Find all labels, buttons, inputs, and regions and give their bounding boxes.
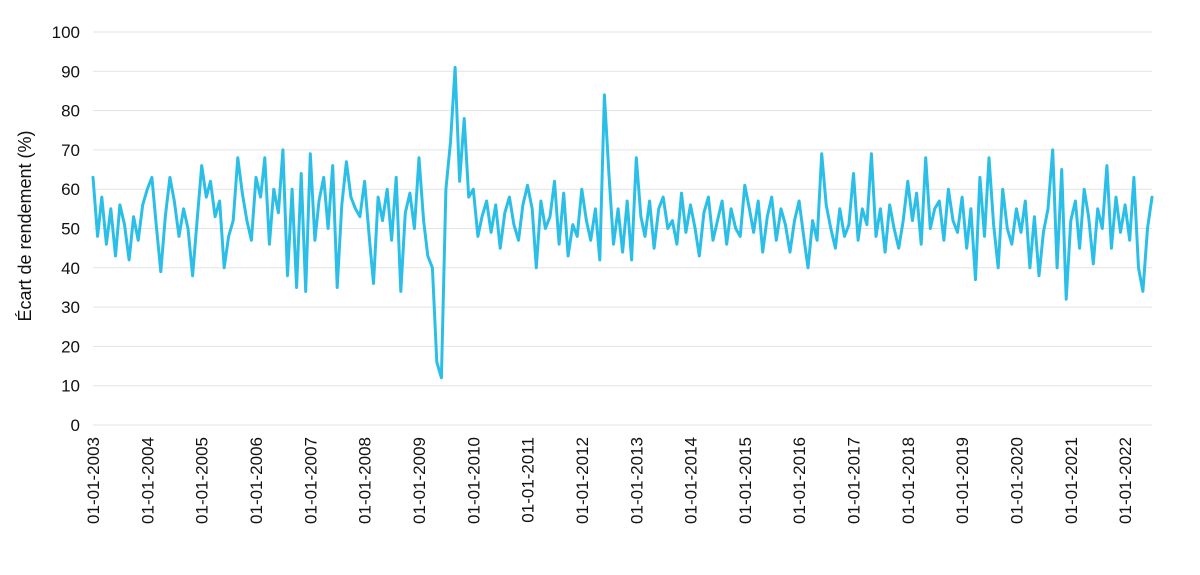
x-tick-label: 01-01-2017 — [845, 437, 864, 524]
x-tick-label: 01-01-2007 — [301, 437, 320, 524]
x-tick-label: 01-01-2009 — [410, 437, 429, 524]
y-axis-title: Écart de rendement (%) — [15, 130, 35, 321]
x-tick-label: 01-01-2021 — [1062, 437, 1081, 524]
x-tick-label: 01-01-2005 — [193, 437, 212, 524]
x-tick-label: 01-01-2022 — [1116, 437, 1135, 524]
x-tick-label: 01-01-2010 — [464, 437, 483, 524]
x-tick-label: 01-01-2020 — [1007, 437, 1026, 524]
x-tick-label: 01-01-2008 — [356, 437, 375, 524]
y-tick-label: 90 — [61, 62, 80, 81]
x-tick-label: 01-01-2014 — [682, 437, 701, 524]
x-tick-label: 01-01-2011 — [519, 437, 538, 523]
x-tick-label: 01-01-2004 — [138, 437, 157, 524]
y-tick-label: 50 — [61, 220, 80, 239]
y-tick-label: 40 — [61, 259, 80, 278]
y-tick-label: 0 — [71, 416, 80, 435]
y-axis-tick-labels: 0 10 20 30 40 50 60 70 80 90 100 — [52, 23, 80, 435]
x-tick-label: 01-01-2016 — [790, 437, 809, 524]
x-tick-label: 01-01-2012 — [573, 437, 592, 524]
y-tick-label: 100 — [52, 23, 80, 42]
y-tick-label: 10 — [61, 377, 80, 396]
x-tick-label: 01-01-2019 — [953, 437, 972, 524]
y-tick-label: 80 — [61, 102, 80, 121]
y-tick-label: 60 — [61, 180, 80, 199]
x-tick-label: 01-01-2018 — [899, 437, 918, 524]
series-group — [91, 65, 1154, 380]
y-tick-label: 20 — [61, 337, 80, 356]
y-tick-label: 70 — [61, 141, 80, 160]
x-tick-label: 01-01-2006 — [247, 437, 266, 524]
x-axis-tick-labels: 01-01-2003 01-01-2004 01-01-2005 01-01-2006… — [84, 437, 1135, 524]
x-tick-label: 01-01-2003 — [84, 437, 103, 524]
series-line-0 — [91, 65, 1154, 380]
x-tick-label: 01-01-2013 — [627, 437, 646, 524]
x-tick-label: 01-01-2015 — [736, 437, 755, 524]
y-tick-label: 30 — [61, 298, 80, 317]
